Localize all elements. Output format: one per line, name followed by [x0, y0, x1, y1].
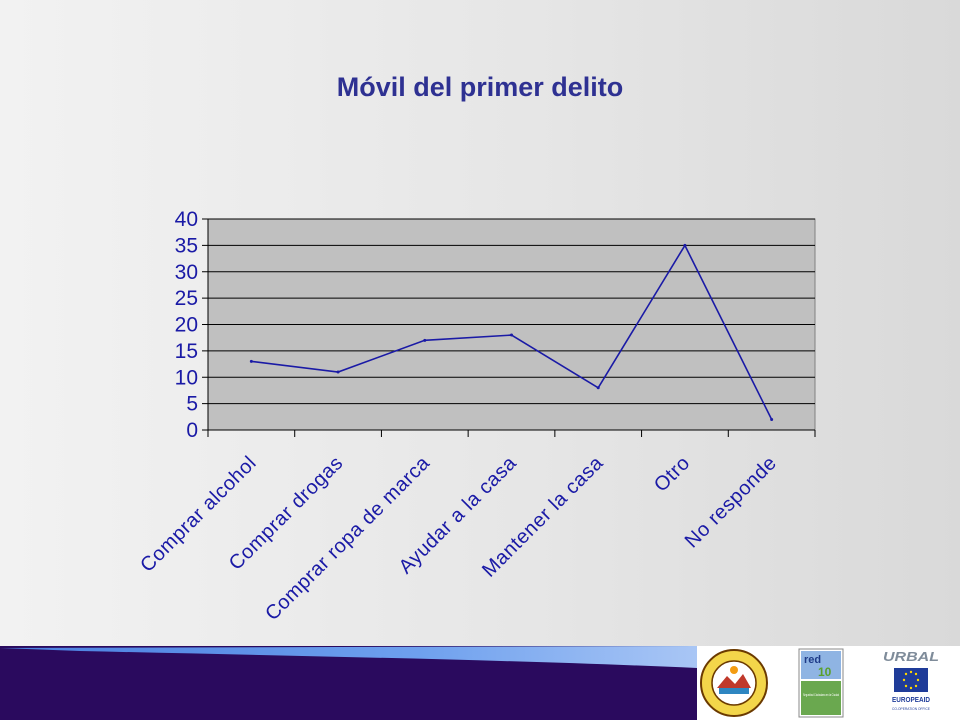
- footer-swoosh: [0, 646, 697, 668]
- y-tick-label: 10: [175, 366, 198, 389]
- y-tick-label: 40: [175, 208, 198, 231]
- cooperation-office-text: CO-OPERATION OFFICE: [892, 707, 931, 711]
- urbal-europeaid-logo-icon: URBAL EUROPEAID CO-OPERATION OFFICE: [883, 649, 939, 711]
- y-tick-label: 35: [175, 234, 198, 257]
- y-tick-label: 20: [175, 314, 198, 337]
- footer-decoration: [0, 646, 697, 720]
- data-points: [249, 243, 774, 421]
- red10-word: red: [804, 654, 821, 666]
- data-point: [596, 386, 600, 390]
- gridlines: [208, 218, 815, 405]
- y-tick-label: 0: [186, 419, 198, 442]
- y-tick-label: 15: [175, 340, 198, 363]
- municipal-seal-icon: [700, 649, 768, 717]
- europeaid-text: EUROPEAID: [892, 697, 930, 704]
- y-tick-label: 25: [175, 287, 198, 310]
- category-label: Otro: [650, 452, 694, 496]
- x-axis: [207, 429, 816, 437]
- urbal-word: URBAL: [883, 649, 939, 664]
- y-tick-label: 30: [175, 261, 198, 284]
- category-label: Comprar ropa de marca: [261, 452, 434, 625]
- category-label: No responde: [681, 452, 781, 552]
- data-point: [249, 359, 253, 363]
- red10-caption: Seguridad Ciudadana en la Ciudad: [803, 692, 839, 697]
- y-tick-label: 5: [186, 393, 198, 416]
- chart-title: Móvil del primer delito: [336, 72, 624, 102]
- y-axis: 0 5 10 15 20 25 30 35 40: [175, 208, 209, 442]
- data-point: [510, 333, 513, 337]
- red10-number: 10: [818, 665, 832, 679]
- red10-logo-icon: red 10 Seguridad Ciudadana en la Ciudad: [798, 648, 844, 718]
- data-point: [770, 417, 774, 421]
- data-point: [683, 243, 687, 247]
- line-chart: 0 5 10 15 20 25 30 35 40 Comprar alcoholComprar …: [136, 208, 816, 625]
- eu-stars-icon: [902, 670, 920, 690]
- data-point: [336, 370, 340, 374]
- data-point: [423, 338, 427, 342]
